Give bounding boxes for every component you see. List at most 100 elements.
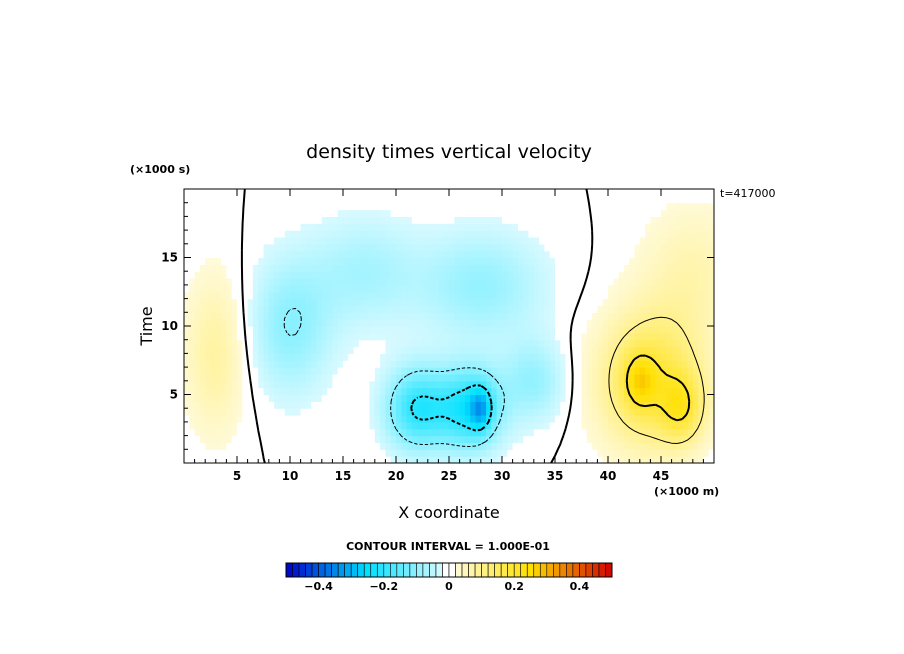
heat-cell bbox=[231, 332, 238, 341]
heat-cell bbox=[565, 449, 572, 457]
heat-cell bbox=[523, 421, 530, 430]
heat-cell bbox=[231, 278, 238, 286]
heat-cell bbox=[475, 387, 482, 396]
heat-cell bbox=[268, 223, 275, 231]
heat-cell bbox=[343, 353, 349, 361]
heat-cell bbox=[592, 326, 598, 334]
heat-cell bbox=[602, 428, 609, 437]
heat-cell bbox=[210, 408, 217, 416]
heat-cell bbox=[205, 284, 212, 293]
heat-cell bbox=[205, 456, 212, 463]
heat-cell bbox=[321, 230, 328, 238]
heat-cell bbox=[358, 353, 365, 361]
heat-cell bbox=[565, 387, 572, 396]
heat-cell bbox=[380, 230, 386, 238]
heat-cell bbox=[555, 278, 561, 286]
heat-cell bbox=[311, 271, 318, 279]
heat-cell bbox=[406, 298, 413, 307]
heat-cell bbox=[475, 449, 482, 457]
heat-cell bbox=[417, 401, 424, 409]
heat-cell bbox=[210, 189, 217, 197]
heat-cell bbox=[613, 195, 620, 204]
heat-cell bbox=[661, 421, 667, 430]
heat-cell bbox=[380, 298, 386, 307]
heat-cell bbox=[629, 195, 636, 204]
heat-cell bbox=[618, 449, 625, 457]
heat-cell bbox=[205, 442, 212, 450]
heat-cell bbox=[247, 456, 254, 463]
heat-cell bbox=[221, 401, 227, 409]
heat-cell bbox=[661, 332, 667, 341]
heat-cell bbox=[300, 305, 307, 313]
heat-cell bbox=[602, 442, 609, 450]
heat-cell bbox=[305, 202, 312, 211]
heat-cell bbox=[496, 449, 503, 457]
heat-cell bbox=[454, 394, 461, 402]
heat-cell bbox=[274, 332, 280, 341]
heat-cell bbox=[406, 278, 413, 286]
heat-cell bbox=[449, 380, 455, 389]
heat-cell bbox=[470, 380, 477, 389]
heat-cell bbox=[189, 223, 196, 231]
heat-cell bbox=[443, 428, 450, 437]
heat-cell bbox=[226, 373, 233, 382]
heat-cell bbox=[369, 216, 376, 224]
heat-cell bbox=[650, 230, 657, 238]
heat-cell bbox=[343, 189, 349, 197]
heat-cell bbox=[629, 373, 636, 382]
heat-cell bbox=[332, 230, 339, 238]
heat-cell bbox=[671, 195, 678, 204]
heat-cell bbox=[263, 387, 270, 396]
heat-cell bbox=[692, 339, 699, 348]
heat-cell bbox=[374, 332, 381, 341]
heat-cell bbox=[406, 394, 413, 402]
heat-cell bbox=[443, 312, 450, 320]
heat-cell bbox=[237, 291, 243, 300]
heat-cell bbox=[618, 326, 625, 334]
heat-cell bbox=[592, 271, 598, 279]
heat-cell bbox=[406, 230, 413, 238]
heat-cell bbox=[560, 250, 567, 259]
heat-cell bbox=[671, 264, 678, 272]
heat-cell bbox=[676, 250, 683, 259]
heat-cell bbox=[268, 264, 275, 272]
heat-cell bbox=[639, 305, 646, 313]
heat-cell bbox=[491, 332, 498, 341]
heat-cell bbox=[475, 271, 482, 279]
heat-cell bbox=[443, 216, 450, 224]
heat-cell bbox=[417, 353, 424, 361]
heat-cell bbox=[369, 435, 376, 444]
heat-cell bbox=[427, 319, 434, 327]
heat-cell bbox=[343, 387, 349, 396]
heat-cell bbox=[602, 195, 609, 204]
heat-cell bbox=[533, 305, 540, 313]
heat-cell bbox=[184, 284, 190, 293]
heat-cell bbox=[284, 243, 291, 252]
heat-cell bbox=[655, 401, 662, 409]
heat-cell bbox=[353, 326, 360, 334]
heat-cell bbox=[374, 360, 381, 368]
heat-cell bbox=[295, 373, 302, 382]
heat-cell bbox=[252, 401, 259, 409]
heat-cell bbox=[661, 271, 667, 279]
heat-cell bbox=[316, 442, 323, 450]
heat-cell bbox=[592, 312, 598, 320]
heat-cell bbox=[661, 401, 667, 409]
heat-cell bbox=[374, 408, 381, 416]
heat-cell bbox=[454, 408, 461, 416]
heat-cell bbox=[380, 319, 386, 327]
heat-cell bbox=[708, 332, 714, 341]
heat-cell bbox=[539, 449, 545, 457]
heat-cell bbox=[655, 360, 662, 368]
heat-cell bbox=[252, 209, 259, 217]
heat-cell bbox=[327, 202, 333, 211]
heat-cell bbox=[586, 442, 593, 450]
heat-cell bbox=[586, 284, 593, 293]
heat-cell bbox=[464, 305, 471, 313]
heat-cell bbox=[586, 449, 593, 457]
heat-cell bbox=[576, 271, 583, 279]
heat-cell bbox=[438, 339, 445, 348]
heat-cell bbox=[364, 312, 371, 320]
heat-cell bbox=[215, 456, 222, 463]
heat-cell bbox=[358, 305, 365, 313]
